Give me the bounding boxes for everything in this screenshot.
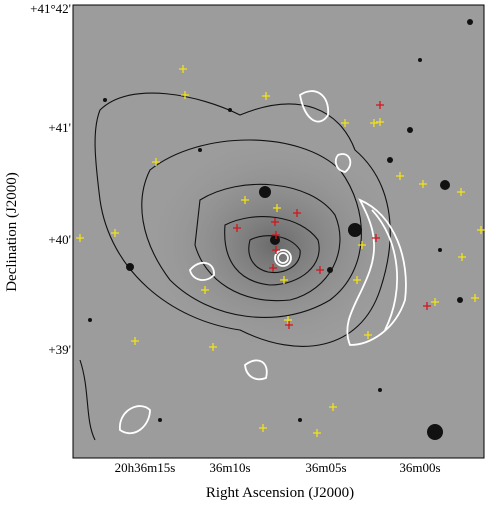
y-tick-label: +41°42'	[30, 1, 71, 16]
source-cross	[316, 266, 324, 274]
star	[327, 267, 333, 273]
y-tick-label: +40'	[48, 232, 71, 247]
star	[387, 157, 393, 163]
y-axis-title: Declination (J2000)	[4, 172, 20, 292]
source-cross	[358, 241, 366, 249]
source-cross	[313, 429, 321, 437]
source-cross	[370, 119, 378, 127]
source-cross	[233, 224, 241, 232]
star	[427, 424, 443, 440]
source-cross	[419, 180, 427, 188]
source-cross	[272, 231, 280, 239]
source-cross	[364, 331, 372, 339]
source-cross	[329, 403, 337, 411]
source-cross	[285, 321, 293, 329]
source-cross	[181, 91, 189, 99]
source-cross	[273, 204, 281, 212]
star	[457, 297, 463, 303]
source-cross	[353, 276, 361, 284]
source-cross	[111, 229, 119, 237]
x-tick-label: 36m10s	[209, 460, 250, 475]
source-cross	[269, 264, 277, 272]
star	[440, 180, 450, 190]
source-cross	[280, 276, 288, 284]
star	[198, 148, 202, 152]
source-cross	[284, 316, 292, 324]
source-cross	[423, 302, 431, 310]
source-cross	[259, 424, 267, 432]
source-cross	[201, 286, 209, 294]
star	[103, 98, 107, 102]
source-cross	[272, 246, 280, 254]
star	[259, 186, 271, 198]
source-cross	[179, 65, 187, 73]
source-cross	[396, 172, 404, 180]
y-tick-label: +41'	[48, 120, 71, 135]
source-cross	[372, 234, 380, 242]
star	[348, 223, 362, 237]
stars	[88, 19, 473, 440]
source-cross	[341, 119, 349, 127]
source-cross	[376, 118, 384, 126]
source-cross	[431, 298, 439, 306]
x-tick-label: 36m05s	[305, 460, 346, 475]
star	[407, 127, 413, 133]
source-cross	[271, 218, 279, 226]
source-cross	[76, 234, 84, 242]
x-axis-title: Right Ascension (J2000)	[206, 485, 354, 501]
source-cross	[209, 343, 217, 351]
star	[126, 263, 134, 271]
white-contours	[119, 90, 407, 435]
source-cross	[457, 188, 465, 196]
star	[438, 248, 442, 252]
star	[270, 235, 280, 245]
star	[418, 58, 422, 62]
star	[298, 418, 302, 422]
y-tick-label: +39'	[48, 342, 71, 357]
star	[88, 318, 92, 322]
source-cross	[241, 196, 249, 204]
star	[158, 418, 162, 422]
source-cross	[152, 158, 160, 166]
star	[467, 19, 473, 25]
dark-contours	[79, 92, 391, 441]
x-tick-label: 20h36m15s	[115, 460, 176, 475]
source-cross	[293, 209, 301, 217]
source-cross	[458, 253, 466, 261]
source-cross	[471, 294, 479, 302]
source-cross	[131, 337, 139, 345]
source-cross	[376, 101, 384, 109]
source-cross	[477, 226, 485, 234]
source-markers	[76, 65, 485, 437]
source-cross	[262, 92, 270, 100]
star	[378, 388, 382, 392]
x-tick-label: 36m00s	[399, 460, 440, 475]
